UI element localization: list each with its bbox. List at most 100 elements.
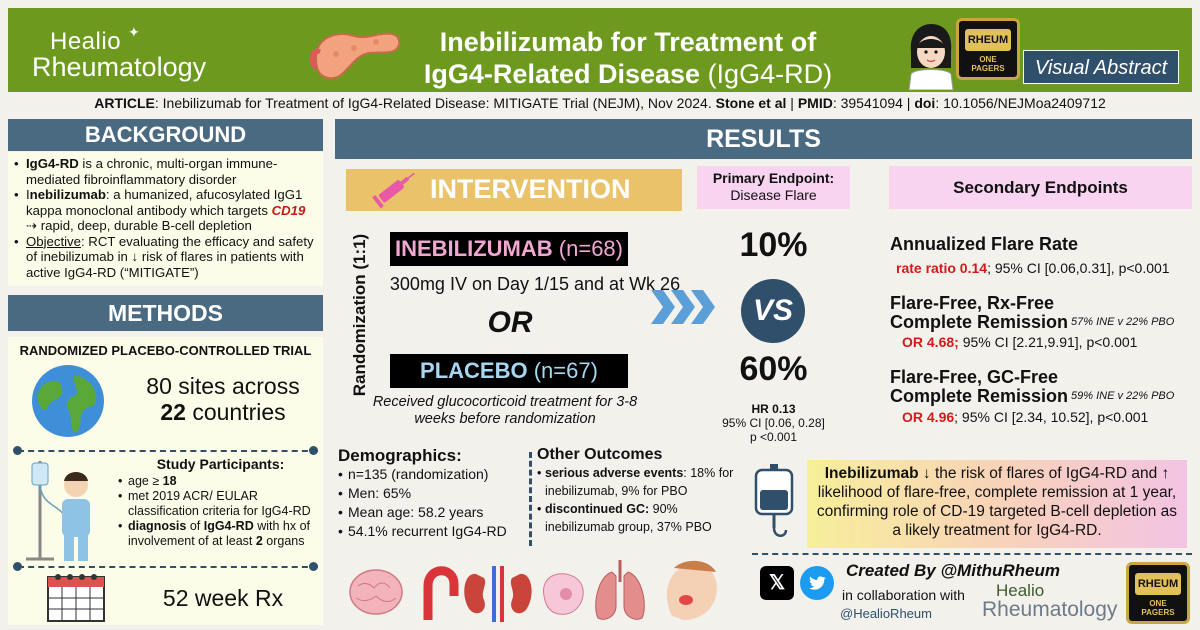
intervention-label: INTERVENTION [430, 174, 631, 204]
se2-percentages: 57% INE v 22% PBO [1071, 316, 1175, 328]
created-by[interactable]: Created By @MithuRheum [846, 561, 1060, 580]
visual-abstract-label: Visual Abstract [1023, 50, 1179, 84]
article-separator: | [786, 95, 798, 111]
divider-dot [309, 562, 318, 571]
se1-text: ; 95% CI [0.06,0.31], p<0.001 [987, 260, 1170, 276]
x-icon[interactable]: 𝕏 [760, 566, 794, 600]
background-panel: IgG4-RD is a chronic, multi-organ immune… [8, 152, 323, 286]
title-line-2-bold: IgG4-Related Disease [423, 59, 701, 89]
divider [18, 566, 318, 568]
se3-title: Flare-Free, GC-Free Complete Remission [890, 368, 1068, 406]
demographic-item: Men: 65% [338, 484, 520, 503]
se1-red: rate ratio 0.14 [896, 260, 988, 276]
se2-red: OR 4.68; [902, 334, 959, 350]
chevron-right-icon [651, 290, 715, 324]
sites-count: 80 sites across 22 countries [128, 373, 318, 425]
iv-bag-icon [754, 464, 794, 537]
patient-iv-icon [26, 461, 90, 561]
demographic-item: n=135 (randomization) [338, 465, 520, 484]
healio-footer-logo: Healio Rheumatology [982, 582, 1117, 621]
placebo-flare-rate: 60% [739, 350, 808, 388]
rheum-one-pagers-badge: RHEUM ONE PAGERS [956, 18, 1020, 80]
results-heading: RESULTS [335, 119, 1192, 159]
intervention-heading: INTERVENTION [346, 169, 682, 211]
doctor-illustration [908, 24, 954, 90]
footer-brand-bottom: Rheumatology [982, 598, 1118, 621]
title-line-2-light: (IgG4-RD) [707, 59, 833, 89]
bg-b2-text: : a humanized, afucosylated IgG1 kappa m… [26, 187, 303, 218]
o1-text: : 18% for inebilizumab, 9% for PBO [545, 466, 734, 498]
se2-text: 95% CI [2.21,9.91], p<0.001 [958, 334, 1138, 350]
brain-icon [349, 569, 403, 615]
header-banner: Healio Rheumatology ✦ Inebilizumab for T… [8, 8, 1192, 92]
bg-b1-text: is a chronic, multi-organ immune-mediate… [26, 156, 278, 187]
pmid-value: : 39541094 | [832, 95, 915, 111]
placebo-note: Received glucocorticoid treatment for 3-… [372, 394, 638, 427]
bg-b1-bold: IgG4-RD [26, 156, 79, 171]
doi-value: : 10.1056/NEJMoa2409712 [935, 95, 1106, 111]
randomization-label: Randomization (1:1) [346, 218, 374, 412]
other-outcomes: Other Outcomes serious adverse events: 1… [537, 446, 737, 536]
placebo-name: PLACEBO [420, 358, 528, 383]
secondary-endpoints-heading: Secondary Endpoints [889, 166, 1192, 209]
conclusion-text: ↓ the risk of flares of IgG4-RD and ↑ li… [816, 465, 1178, 539]
p3-text3: organs [262, 534, 305, 548]
se3-percentages: 59% INE v 22% PBO [1071, 390, 1175, 402]
healio-logo-bottom: Rheumatology [32, 52, 207, 82]
bg-b2-bold: nebilizumab [29, 187, 106, 202]
demographic-item: 54.1% recurrent IgG4-RD [338, 522, 520, 541]
divider-dot [13, 562, 22, 571]
countries-number: 22 [160, 399, 186, 425]
p3-text: of [186, 519, 204, 533]
background-item-3: Objective: RCT evaluating the efficacy a… [14, 234, 317, 281]
drug-name: INEBILIZUMAB [395, 236, 553, 261]
se3-red: OR 4.96 [902, 409, 955, 425]
divider [18, 450, 318, 452]
badge-footer-bottom: ONE PAGERS [1141, 599, 1175, 617]
kidney-icon [464, 566, 532, 622]
other-outcome-1: serious adverse events: 18% for inebiliz… [537, 464, 737, 500]
participants-title: Study Participants: [156, 456, 285, 472]
twitter-icon[interactable] [800, 566, 834, 600]
placebo-arm: PLACEBO (n=67) [390, 354, 628, 388]
background-heading: BACKGROUND [8, 119, 323, 151]
trial-design: RANDOMIZED PLACEBO-CONTROLLED TRIAL [19, 343, 312, 358]
se2-title-2: Complete Remission [890, 312, 1069, 332]
title-line-2: IgG4-Related Disease (IgG4-RD) [408, 58, 848, 90]
se3-text: ; 95% CI [2.34, 10.52], p<0.001 [954, 409, 1149, 425]
globe-icon [32, 365, 104, 437]
p1-bold: 18 [162, 474, 177, 488]
se3-title-1: Flare-Free, GC-Free [890, 367, 1059, 387]
methods-panel: RANDOMIZED PLACEBO-CONTROLLED TRIAL 80 s… [8, 337, 323, 625]
treatment-duration: 52 week Rx [162, 585, 284, 611]
healio-logo: Healio Rheumatology ✦ [32, 24, 206, 81]
se2-result: OR 4.68; 95% CI [2.21,9.91], p<0.001 [902, 334, 1137, 350]
o2-bold: discontinued GC: [545, 502, 650, 516]
syringe-icon [372, 172, 415, 209]
hr-ci: 95% CI [0.06, 0.28] [722, 416, 825, 430]
salivary-gland-icon [543, 573, 584, 615]
bg-objective-label: Objective [26, 233, 81, 249]
participant-criterion-1: age ≥ 18 [118, 474, 323, 489]
drug-n: (n=68) [558, 236, 623, 261]
p1-text: age ≥ [128, 474, 163, 488]
demographics-title: Demographics: [338, 446, 462, 465]
title-line-1: Inebilizumab for Treatment of [439, 27, 817, 57]
p3-bold2: IgG4-RD [203, 519, 254, 533]
bg-b2-prefix: I [26, 187, 30, 202]
p3-bold3: 2 [255, 534, 263, 548]
participant-criterion-3: diagnosis of IgG4-RD with hx of involvem… [118, 519, 323, 549]
sites-line-2: 22 countries [128, 399, 318, 425]
se1-title: Annualized Flare Rate [890, 234, 1079, 254]
methods-heading: METHODS [8, 295, 323, 331]
organs-illustration [349, 560, 717, 622]
countries-word: countries [185, 399, 286, 425]
participant-criterion-2: met 2019 ACR/ EULAR classification crite… [118, 489, 323, 519]
primary-endpoint-subtitle: Disease Flare [730, 187, 817, 203]
bg-b2-text2: ⇢ rapid, deep, durable B-cell depletion [26, 218, 252, 233]
footer-brand-top: Healio [996, 581, 1045, 600]
healio-logo-top: Healio [50, 28, 122, 55]
p3-bold: diagnosis [128, 519, 187, 533]
healio-handle[interactable]: @HealioRheum [840, 606, 932, 621]
article-label: ARTICLE [94, 95, 155, 111]
